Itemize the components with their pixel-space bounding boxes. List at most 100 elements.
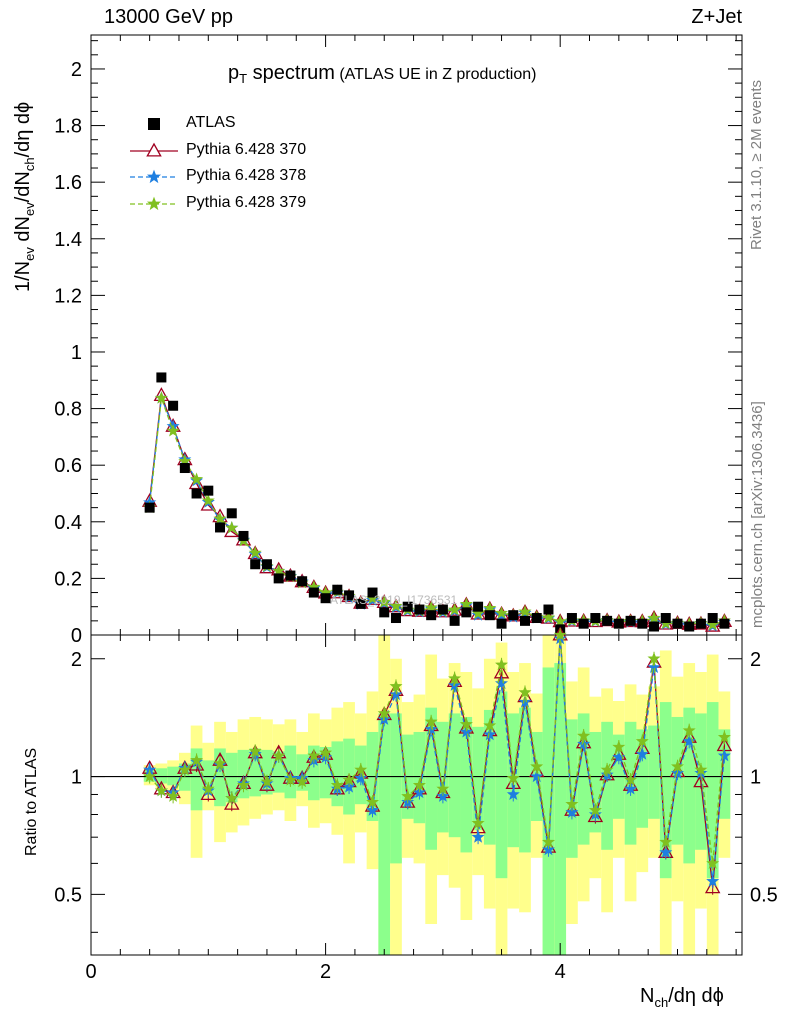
data-point <box>672 618 683 629</box>
ratio-frame <box>90 634 743 956</box>
main-frame <box>90 34 743 636</box>
ratio-marker-379 <box>424 714 438 728</box>
ratio-marker-379 <box>260 774 274 788</box>
ratio-band-green <box>308 745 320 801</box>
ratio-marker-378 <box>577 737 591 750</box>
energy-label: 13000 GeV pp <box>104 6 233 28</box>
data-point <box>461 607 472 618</box>
ratio-band-green <box>331 741 344 807</box>
data-point <box>437 604 448 615</box>
y-tick-label: 1.4 <box>54 229 82 251</box>
ratio-band-green <box>671 716 684 845</box>
data-point <box>215 522 226 533</box>
ratio-marker-378 <box>612 750 626 763</box>
ratio-line-2 <box>149 634 726 864</box>
ratio-marker-379 <box>295 774 309 788</box>
mc-marker-379 <box>459 597 473 610</box>
legend-marker-atlas <box>148 118 160 130</box>
ratio-marker-370 <box>704 879 721 894</box>
data-point <box>578 618 589 629</box>
data-point <box>649 621 660 632</box>
ratio-marker-378 <box>624 782 638 795</box>
data-point <box>308 587 319 598</box>
data-point <box>226 508 237 519</box>
ratio-band-green <box>202 760 215 795</box>
ratio-tick-label-right: 0.5 <box>750 884 778 906</box>
ratio-marker-379 <box>307 748 321 762</box>
ratio-marker-379 <box>494 657 509 671</box>
legend-marker-378 <box>146 169 162 184</box>
ratio-band-green <box>413 731 426 824</box>
ratio-band-green <box>249 748 262 797</box>
data-point <box>602 615 613 626</box>
ratio-band-green <box>495 691 508 879</box>
data-point <box>285 570 296 581</box>
data-point <box>543 604 554 615</box>
x-tick-label: 0 <box>85 961 96 983</box>
ratio-band-green <box>155 768 168 784</box>
ratio-marker-379 <box>518 685 532 698</box>
ratio-marker-379 <box>541 835 556 848</box>
ratio-marker-378 <box>389 687 403 701</box>
ratio-panel <box>141 626 733 895</box>
y-tick-label: 0.8 <box>54 399 82 421</box>
data-point <box>332 584 343 595</box>
ratio-marker-379 <box>682 723 696 737</box>
ratio-marker-379 <box>506 771 520 784</box>
ratio-band-green <box>542 667 555 955</box>
data-point <box>508 610 519 621</box>
data-point <box>695 618 706 629</box>
ratio-marker-379 <box>600 763 614 776</box>
legend-label-atlas: ATLAS <box>186 114 236 131</box>
ratio-marker-378 <box>518 695 532 708</box>
legend-marker-379 <box>146 196 162 211</box>
mc-marker-379 <box>154 391 168 404</box>
data-point <box>520 615 530 626</box>
data-point <box>637 618 648 629</box>
ratio-band-green <box>272 751 285 793</box>
ratio-marker-378 <box>494 676 509 690</box>
data-point <box>719 618 730 629</box>
ratio-band-green <box>378 713 391 955</box>
y-tick-label: 2 <box>71 59 82 81</box>
mc-marker-379 <box>201 493 215 507</box>
ratio-band-green <box>589 731 602 833</box>
ratio-marker-379 <box>624 773 638 786</box>
ratio-band-green <box>636 729 649 828</box>
data-point <box>203 485 214 496</box>
ratio-marker-379 <box>248 744 262 757</box>
ratio-band-green <box>448 713 461 838</box>
ratio-marker-378 <box>483 727 497 741</box>
ratio-band-green <box>519 707 531 853</box>
ratio-band-green <box>659 702 672 879</box>
ratio-marker-379 <box>659 835 673 848</box>
mc-marker-379 <box>389 599 403 612</box>
ratio-marker-370 <box>587 808 604 823</box>
y-tick-label: 0.6 <box>54 455 82 477</box>
ratio-marker-379 <box>706 856 720 869</box>
ratio-band-green <box>214 748 226 807</box>
data-point <box>250 559 261 570</box>
x-tick-label: 2 <box>320 961 331 983</box>
ratio-marker-379 <box>647 651 661 665</box>
ratio-marker-379 <box>577 729 591 742</box>
y-tick-label: 0.2 <box>54 568 82 590</box>
mc-marker-379 <box>448 602 462 616</box>
mc-marker-379 <box>553 614 567 628</box>
data-point <box>426 610 437 621</box>
ratio-marker-379 <box>342 773 356 786</box>
ratio-marker-379 <box>483 718 497 732</box>
mc-marker-379 <box>225 521 239 534</box>
legend-markers <box>130 118 178 211</box>
data-point <box>261 559 272 570</box>
ratio-marker-379 <box>213 756 227 769</box>
ratio-band-green <box>566 719 578 858</box>
ratio-band-green <box>390 713 402 864</box>
data-point <box>473 601 484 612</box>
ratio-marker-379 <box>612 740 626 753</box>
chart-title: pT spectrum (ATLAS UE in Z production) <box>228 62 537 87</box>
ratio-marker-378 <box>647 660 661 673</box>
ratio-marker-378 <box>365 803 380 816</box>
data-point <box>496 618 507 629</box>
